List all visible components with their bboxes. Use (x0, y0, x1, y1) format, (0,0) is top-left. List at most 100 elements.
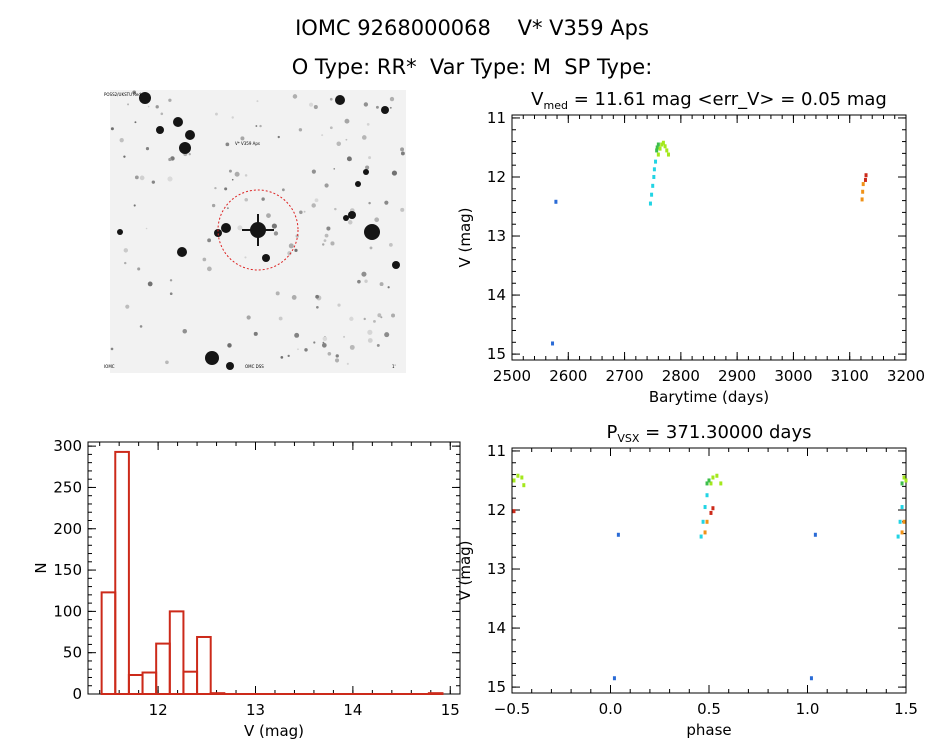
data-point (512, 509, 516, 514)
faint-star (313, 105, 318, 110)
y-tick-label: 14 (487, 619, 506, 637)
data-point (655, 148, 659, 153)
y-tick-label: 300 (53, 437, 82, 455)
faint-star (292, 94, 298, 99)
data-point (904, 478, 908, 483)
faint-star (400, 151, 405, 156)
faint-star (387, 286, 390, 289)
x-tick-label: 2600 (549, 367, 587, 385)
x-tick-label: 2500 (493, 367, 531, 385)
y-tick-label: 15 (487, 345, 506, 363)
x-tick-label: 12 (149, 701, 168, 719)
faint-star (151, 180, 156, 184)
faint-star (206, 266, 212, 272)
data-point (813, 532, 817, 537)
faint-star (294, 332, 300, 338)
faint-star (214, 186, 217, 190)
y-tick-label: 13 (487, 560, 506, 578)
y-tick-label: 12 (487, 168, 506, 186)
y-axis-label: N (32, 562, 50, 573)
y-tick-label: 0 (72, 685, 82, 703)
finder-chart-image: POSS2/UKSTU Red V* V359 Aps IOMC OMC DSS 1' (104, 90, 406, 373)
faint-star (365, 165, 370, 170)
y-tick-label: 11 (487, 442, 506, 460)
data-point (705, 481, 709, 486)
faint-star (316, 305, 319, 309)
faint-star (188, 152, 191, 156)
faint-star (287, 251, 292, 256)
y-tick-label: 100 (53, 602, 82, 620)
faint-star (313, 341, 316, 344)
faint-star (211, 203, 216, 208)
data-point (900, 505, 904, 510)
faint-star (202, 257, 207, 262)
data-point (898, 519, 902, 524)
faint-star (348, 220, 353, 225)
faint-star (123, 248, 129, 253)
data-point (719, 481, 723, 486)
faint-star (321, 134, 324, 137)
faint-star (314, 198, 319, 203)
data-point (860, 197, 864, 202)
data-point (863, 177, 867, 182)
data-point (656, 142, 660, 147)
faint-star (228, 169, 232, 173)
y-tick-label: 13 (487, 227, 506, 245)
faint-star (226, 207, 229, 210)
faint-star (380, 316, 383, 319)
faint-star (375, 105, 379, 109)
faint-star (321, 342, 327, 348)
faint-star (215, 112, 218, 116)
faint-star (244, 256, 247, 259)
y-tick-label: 50 (63, 644, 82, 662)
data-point (715, 473, 719, 478)
image-label: 1' (392, 364, 396, 369)
faint-star (125, 304, 130, 309)
bright-star (335, 95, 345, 105)
faint-star (123, 155, 126, 158)
faint-star (139, 325, 143, 328)
faint-star (277, 135, 280, 139)
faint-star (303, 210, 306, 213)
histogram-bar (182, 670, 199, 696)
bright-star (177, 247, 187, 257)
image-label: POSS2/UKSTU Red (104, 92, 141, 97)
data-point (900, 530, 904, 535)
faint-star (165, 360, 169, 365)
bright-star (355, 181, 361, 187)
faint-star (132, 90, 137, 95)
faint-star (224, 187, 228, 191)
faint-star (389, 106, 392, 109)
data-point (616, 532, 620, 537)
faint-star (368, 156, 372, 160)
bright-star (348, 211, 356, 219)
faint-star (137, 267, 141, 271)
data-point (661, 140, 665, 145)
faint-star (349, 316, 354, 322)
faint-star (110, 127, 114, 131)
data-point (896, 534, 900, 539)
faint-star (366, 122, 370, 126)
faint-star (324, 233, 329, 238)
phased-chart: −0.5 0.0 0.5 1.0 1.5 11 12 13 14 15 phase V (mag) PV… (456, 422, 918, 739)
bright-star (221, 223, 231, 233)
data-point (666, 152, 670, 157)
x-tick-label: 1.5 (894, 700, 918, 718)
faint-star (231, 178, 234, 181)
faint-star (294, 248, 298, 252)
y-axis-label: V (mag) (456, 540, 474, 600)
faint-star (234, 171, 240, 177)
faint-star (363, 102, 369, 107)
image-label: OMC DSS (245, 364, 264, 369)
faint-star (357, 279, 361, 284)
faint-star (367, 338, 373, 343)
data-point (651, 183, 655, 188)
x-tick-label: 2800 (662, 367, 700, 385)
faint-star (389, 96, 395, 102)
faint-star (271, 223, 277, 229)
lightcurve-chart: 2500 2600 2700 2800 2900 3000 3100 3200 11 12 13 14… (456, 89, 925, 406)
plot-frame (511, 114, 907, 361)
image-label: V* V359 Aps (235, 141, 260, 146)
faint-star (361, 271, 367, 277)
